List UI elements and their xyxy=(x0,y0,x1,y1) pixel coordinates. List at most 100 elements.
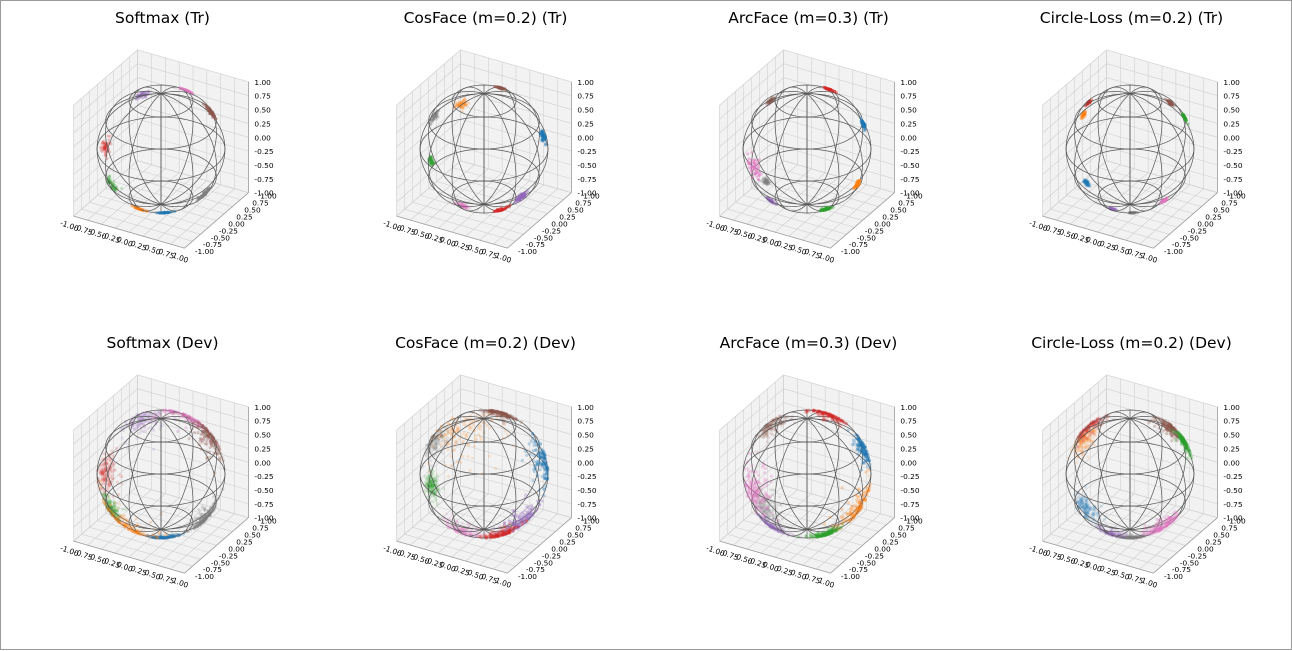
scatter-point xyxy=(514,515,517,518)
scatter-point xyxy=(537,459,540,462)
scatter-point xyxy=(216,443,219,446)
scatter-point xyxy=(1086,184,1089,187)
scatter-point xyxy=(543,477,546,480)
z-tick-label: 0.75 xyxy=(254,92,271,101)
scatter-point xyxy=(202,437,205,440)
scatter-point xyxy=(828,88,831,91)
scatter-point xyxy=(506,433,509,436)
scatter-point xyxy=(460,532,463,535)
scatter-point xyxy=(198,196,201,199)
z-tick-label: 0.50 xyxy=(900,431,917,440)
scatter-point xyxy=(533,470,536,473)
scatter-point xyxy=(213,446,216,449)
scatter-point xyxy=(544,144,547,147)
scatter-point xyxy=(182,532,185,535)
scatter-point xyxy=(465,104,468,107)
scatter-point xyxy=(474,435,477,438)
scatter-point xyxy=(142,430,145,433)
scatter-point xyxy=(478,535,481,538)
scatter-point xyxy=(118,473,121,476)
scatter-point xyxy=(446,525,449,528)
scatter-point xyxy=(445,512,448,515)
scatter-point xyxy=(753,162,756,165)
scatter-point xyxy=(118,521,121,524)
scatter-point xyxy=(218,457,221,460)
z-tick-label: -1.00 xyxy=(254,189,273,198)
scatter-point xyxy=(539,456,542,459)
scatter-point xyxy=(189,526,192,529)
z-tick-label: -0.50 xyxy=(254,161,273,170)
scatter-point xyxy=(757,164,760,167)
scatter-point xyxy=(156,536,159,539)
scatter-point xyxy=(449,455,452,458)
z-tick-label: 1.00 xyxy=(254,403,271,412)
z-tick-label: 0.00 xyxy=(254,133,271,142)
chart-svg: -1.00-1.001.00-0.75-0.750.75-0.50-0.500.… xyxy=(1,1,324,326)
scatter-point xyxy=(516,199,519,202)
z-tick-label: 0.25 xyxy=(900,444,917,453)
z-tick-label: -1.00 xyxy=(577,189,596,198)
z-tick-label: 0.25 xyxy=(577,444,594,453)
chart-svg: -1.00-1.001.00-0.75-0.750.75-0.50-0.500.… xyxy=(324,326,647,651)
scatter-point xyxy=(200,448,203,451)
z-tick-label: 0.00 xyxy=(254,458,271,467)
scatter-point xyxy=(112,454,115,457)
scatter-point xyxy=(750,151,753,154)
scatter-point xyxy=(120,187,123,190)
scatter-point xyxy=(521,459,524,462)
scatter-point xyxy=(770,432,773,435)
scatter-point xyxy=(855,182,858,185)
scatter-point xyxy=(525,454,528,457)
scatter-point xyxy=(203,193,206,196)
z-tick-label: -1.00 xyxy=(900,189,919,198)
scatter-point xyxy=(439,441,442,444)
scatter-point xyxy=(177,430,180,433)
scatter-point xyxy=(526,516,529,519)
scatter-point xyxy=(212,495,215,498)
scatter-point xyxy=(205,427,208,430)
scatter-point xyxy=(121,508,124,511)
scatter-point xyxy=(447,422,450,425)
scatter-point xyxy=(176,534,179,537)
scatter-point xyxy=(852,187,855,190)
scatter-point xyxy=(824,209,827,212)
z-tick-label: -0.25 xyxy=(254,147,273,156)
scatter-point xyxy=(194,518,197,521)
z-tick-label: -0.75 xyxy=(1223,175,1242,184)
scatter-point xyxy=(763,435,766,438)
scatter-point xyxy=(213,437,216,440)
scatter-point xyxy=(102,500,105,503)
scatter-point xyxy=(780,424,783,427)
scatter-point xyxy=(185,89,188,92)
z-tick-label: -0.50 xyxy=(900,486,919,495)
scatter-point xyxy=(462,431,465,434)
z-tick-label: -0.75 xyxy=(254,500,273,509)
scatter-point xyxy=(524,493,527,496)
scatter-point xyxy=(501,87,504,90)
scatter-point xyxy=(483,421,486,424)
chart-svg: -1.00-1.001.00-0.75-0.750.75-0.50-0.500.… xyxy=(1,326,324,651)
scatter-point xyxy=(212,503,215,506)
z-tick-label: 0.50 xyxy=(577,106,594,115)
scatter-point xyxy=(112,468,115,471)
scatter-point xyxy=(524,496,527,499)
scatter-point xyxy=(461,522,464,525)
scatter-point xyxy=(206,107,209,110)
scatter-point xyxy=(541,139,544,142)
scatter-point xyxy=(459,461,462,464)
scatter-point xyxy=(99,486,102,489)
scatter-point xyxy=(447,475,450,478)
scatter-point xyxy=(766,179,769,182)
scatter-point xyxy=(1163,200,1166,203)
scatter-point xyxy=(512,510,515,513)
scatter-point xyxy=(213,472,216,475)
scatter-point xyxy=(537,453,540,456)
scatter-point xyxy=(514,526,517,529)
scatter-point xyxy=(146,534,149,537)
scatter-point xyxy=(528,442,531,445)
scatter-point xyxy=(197,431,200,434)
scatter-point xyxy=(101,458,104,461)
scatter-point xyxy=(108,501,111,504)
